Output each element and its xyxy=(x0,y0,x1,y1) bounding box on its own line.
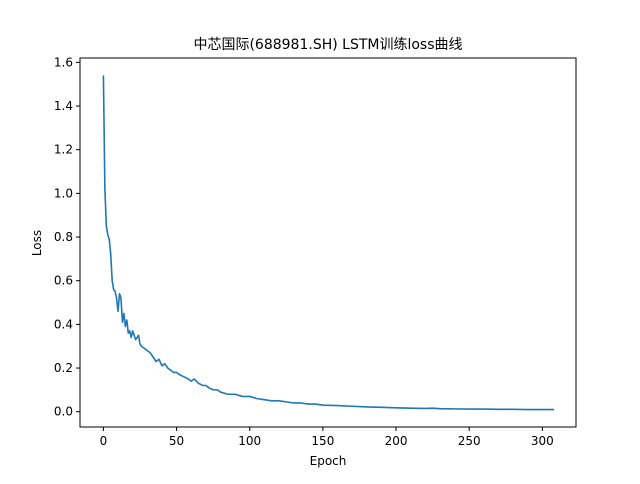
y-tick-label: 0.8 xyxy=(54,230,73,244)
x-tick-label: 300 xyxy=(531,434,554,448)
y-tick-label: 1.4 xyxy=(54,99,73,113)
plot-area-frame xyxy=(79,57,577,428)
y-tick-label: 1.0 xyxy=(54,186,73,200)
y-tick-label: 1.2 xyxy=(54,143,73,157)
chart-title: 中芯国际(688981.SH) LSTM训练loss曲线 xyxy=(193,37,462,53)
y-tick-label: 1.6 xyxy=(54,55,73,69)
y-axis-label: Loss xyxy=(30,230,44,256)
y-tick-label: 0.0 xyxy=(54,405,73,419)
x-tick-label: 50 xyxy=(169,434,184,448)
x-tick-label: 0 xyxy=(100,434,108,448)
loss-series-line-0 xyxy=(102,75,555,411)
y-tick-label: 0.4 xyxy=(54,317,73,331)
y-tick-label: 0.2 xyxy=(54,361,73,375)
x-tick-label: 150 xyxy=(311,434,334,448)
y-tick-label: 0.6 xyxy=(54,274,73,288)
x-tick-label: 200 xyxy=(385,434,408,448)
x-tick-label: 100 xyxy=(238,434,261,448)
x-tick-label: 250 xyxy=(458,434,481,448)
x-axis-label: Epoch xyxy=(310,454,347,468)
